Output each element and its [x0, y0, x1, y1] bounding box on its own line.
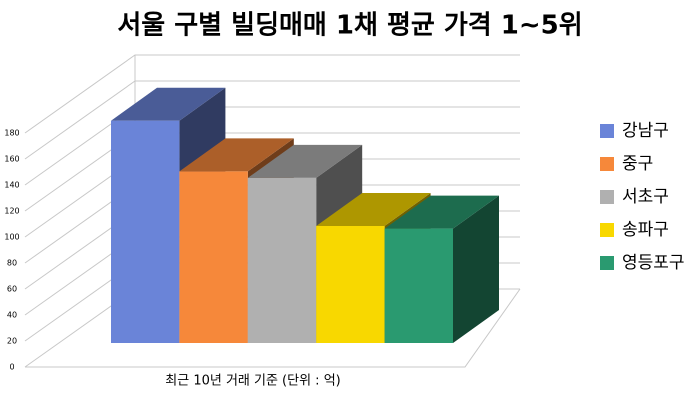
chart-title: 서울 구별 빌딩매매 1채 평균 가격 1~5위 — [117, 11, 582, 41]
bar — [247, 177, 317, 343]
legend-swatch — [600, 223, 614, 237]
bar-side — [453, 195, 499, 343]
x-axis-label: 최근 10년 거래 기준 (단위 : 억) — [165, 374, 340, 389]
y-tick-label: 60 — [7, 285, 17, 294]
bar-top — [111, 87, 226, 121]
bar — [316, 226, 385, 343]
y-tick-label: 160 — [4, 155, 19, 164]
legend-label: 송파구 — [622, 220, 669, 240]
legend-swatch — [600, 190, 614, 204]
y-tick-label: 80 — [7, 259, 17, 268]
bar — [179, 171, 248, 343]
legend-label: 중구 — [622, 154, 653, 174]
legend-swatch — [600, 124, 614, 138]
bar — [384, 228, 453, 343]
legend-label: 강남구 — [622, 121, 669, 141]
y-tick-label: 0 — [9, 363, 14, 372]
legend-swatch — [600, 256, 614, 270]
floor-edge — [25, 288, 521, 368]
y-tick-label: 40 — [7, 311, 17, 320]
y-tick-label: 140 — [4, 181, 19, 190]
y-tick-label: 100 — [4, 233, 19, 242]
y-tick-label: 20 — [7, 337, 17, 346]
bar-top — [179, 138, 294, 172]
legend-label: 서초구 — [622, 187, 669, 207]
y-tick-label: 120 — [4, 207, 19, 216]
bar — [111, 120, 180, 343]
legend-label: 영등포구 — [622, 253, 685, 273]
legend-swatch — [600, 157, 614, 171]
grid-line — [24, 54, 520, 134]
bar-top — [316, 193, 431, 226]
bar-top — [247, 144, 363, 178]
bar-top — [384, 195, 499, 229]
y-tick-label: 180 — [4, 129, 19, 138]
